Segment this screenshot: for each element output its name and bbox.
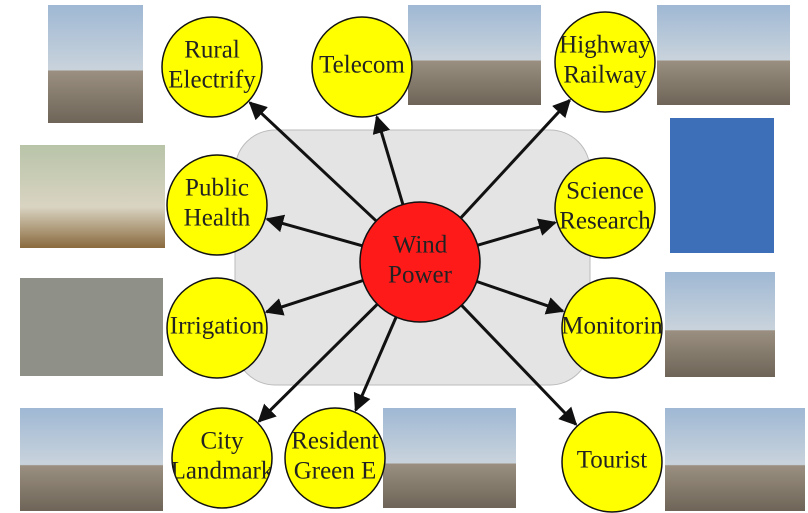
node-label: Wind — [393, 232, 448, 259]
node: Monitorin — [561, 278, 663, 378]
photo — [670, 118, 774, 253]
photo — [408, 5, 541, 105]
node: City Landmark — [171, 408, 274, 508]
node-label: Highway — [559, 32, 651, 59]
node: Public Health — [167, 155, 267, 255]
node-label: Research — [559, 208, 651, 235]
node-label: City — [200, 428, 244, 455]
node-label: Electrify — [168, 67, 256, 94]
node: Science Research — [555, 158, 655, 258]
photo — [657, 5, 790, 105]
photo — [20, 278, 163, 376]
center-node: Wind Power — [360, 202, 480, 322]
node: Irrigation — [167, 278, 267, 378]
node-label: Green E — [294, 458, 377, 485]
photo — [20, 408, 163, 511]
node-label: Health — [184, 205, 251, 232]
photo — [665, 408, 805, 511]
node-label: Science — [566, 178, 644, 205]
node: Highway Railway — [555, 12, 655, 112]
node: Telecom — [312, 17, 412, 117]
diagram: Rural Electrify Telecom Highway Railway Publi… — [0, 0, 808, 513]
node-label: Monitorin — [561, 313, 663, 340]
node: Resident Green E — [285, 408, 385, 508]
node-label: Resident — [291, 428, 379, 455]
node-label: Public — [185, 175, 249, 202]
node-label: Rural — [184, 37, 240, 64]
photo — [48, 5, 143, 123]
node-label: Railway — [563, 62, 647, 89]
node-label: Irrigation — [170, 313, 265, 340]
node: Tourist — [562, 412, 662, 512]
photo — [383, 408, 516, 508]
photo — [665, 272, 775, 377]
node-label: Power — [388, 262, 453, 289]
photo — [20, 145, 165, 248]
node-label: Telecom — [319, 52, 405, 79]
node: Rural Electrify — [162, 17, 262, 117]
node-label: Tourist — [577, 447, 648, 474]
node-label: Landmark — [171, 458, 274, 485]
